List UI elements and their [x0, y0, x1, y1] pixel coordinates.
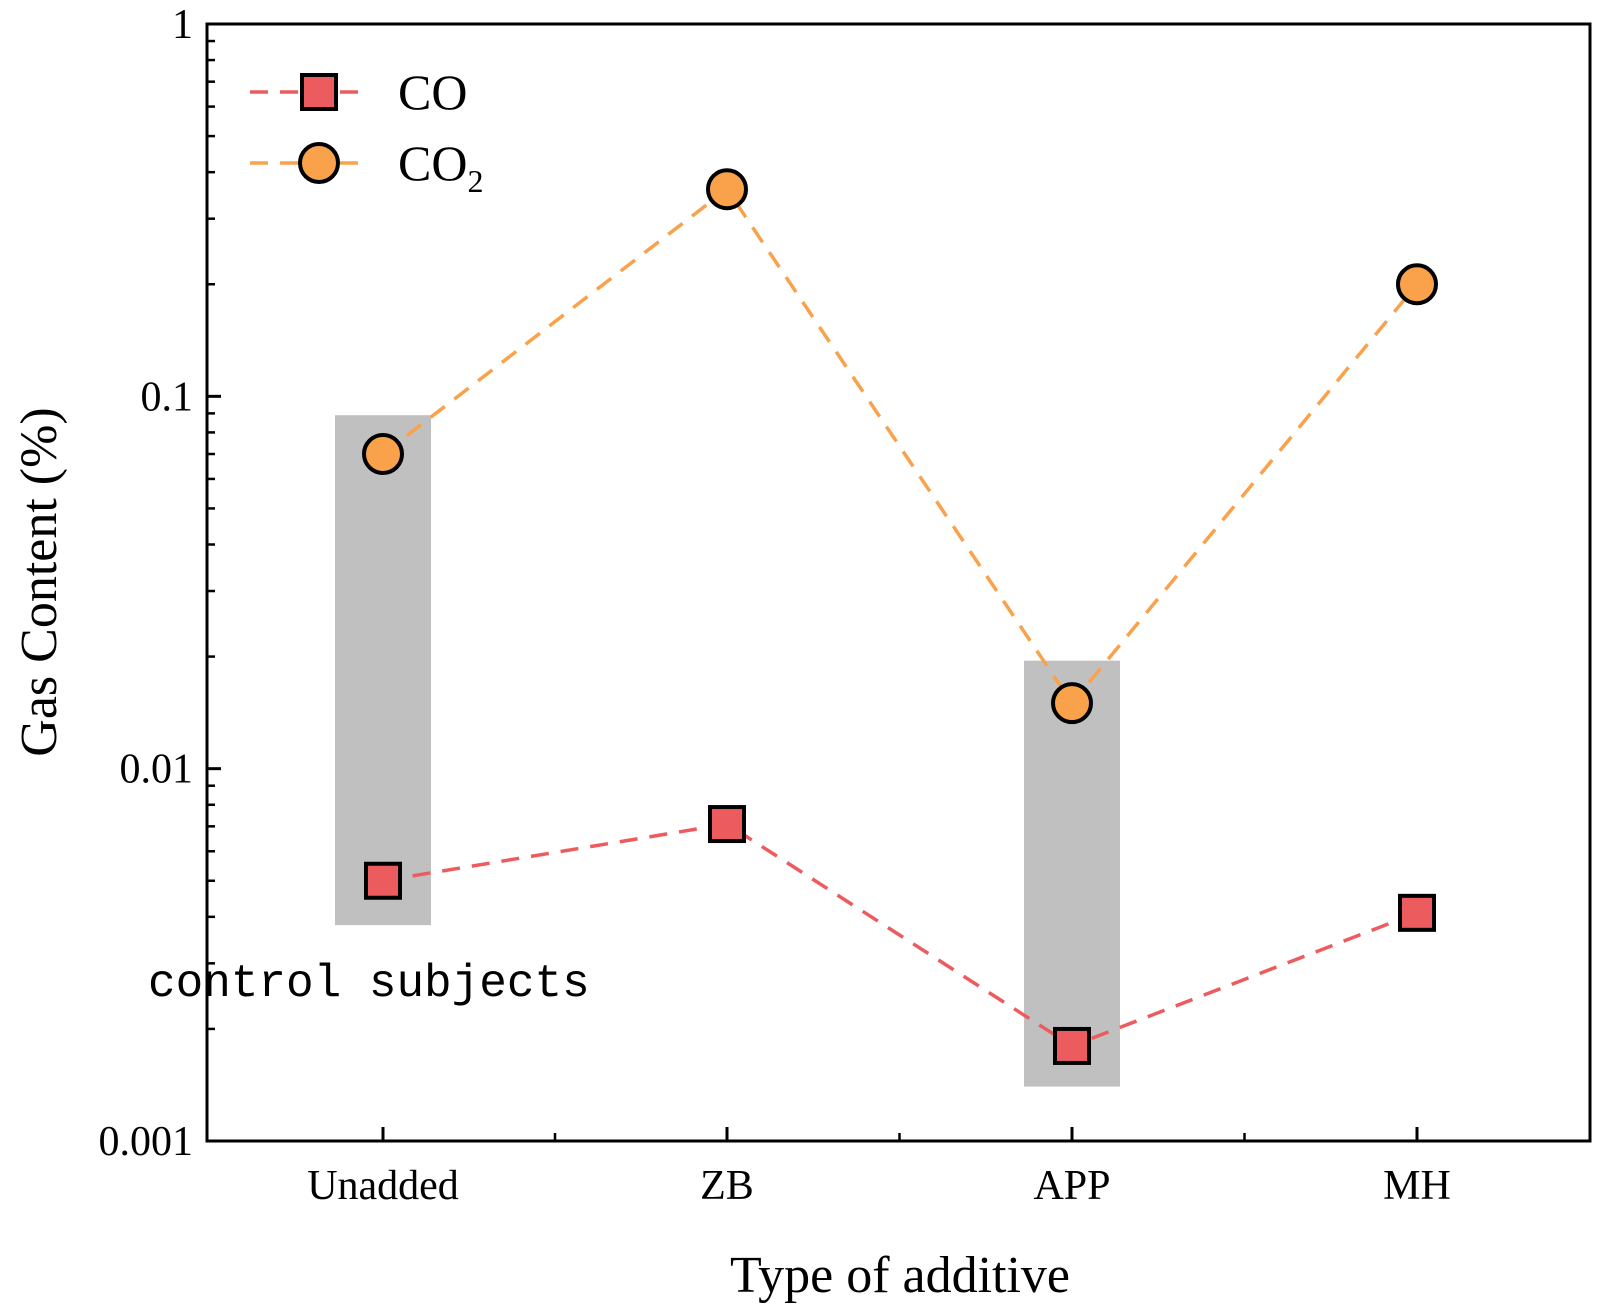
x-tick-label: MH — [1383, 1163, 1451, 1209]
x-axis-label: Type of additive — [730, 1247, 1070, 1304]
series-0-line — [382, 822, 1418, 1048]
legend-label-text: CO — [398, 64, 467, 120]
series-markers — [362, 168, 1438, 1065]
y-tick-label: 1 — [172, 2, 193, 48]
highlight-layer — [335, 415, 1120, 1087]
y-axis-label: Gas Content (%) — [11, 407, 68, 756]
y-tick-label: 0.01 — [120, 747, 194, 793]
series-1-point-mh — [1396, 263, 1438, 306]
series-0-point-mh — [1398, 893, 1436, 932]
legend-label-subscript: 2 — [467, 163, 483, 199]
series-1-line — [381, 186, 1419, 707]
series-0-point-zb — [708, 805, 746, 844]
series-1-point-unadded — [362, 433, 404, 476]
legend-label: CO — [398, 64, 467, 120]
series-1-point-zb — [706, 168, 748, 211]
series-0-point-app — [1053, 1026, 1091, 1065]
axis-ticks — [207, 22, 1419, 1143]
legend-item-1: CO2 — [250, 135, 483, 199]
highlight-band-app — [1024, 660, 1120, 1087]
legend-label-text: CO — [398, 135, 467, 191]
highlight-band-unadded — [335, 415, 431, 926]
x-tick-labels: Unadded ZB APP MH — [307, 1163, 1451, 1209]
series-lines — [381, 186, 1419, 1048]
x-tick-label: ZB — [700, 1163, 754, 1209]
x-tick-label: Unadded — [307, 1163, 459, 1209]
legend-item-0: CO — [250, 64, 467, 120]
annotation-control-subjects: control subjects — [148, 958, 590, 1010]
legend-marker-square — [300, 73, 338, 111]
series-0-point-unadded — [364, 861, 402, 900]
series-1-point-app — [1051, 682, 1093, 725]
legend-label: CO2 — [398, 135, 483, 199]
y-tick-labels: 0.001 0.01 0.1 1 — [99, 2, 194, 1165]
legend-marker-circle — [298, 142, 340, 184]
y-tick-label: 0.1 — [141, 374, 194, 420]
y-tick-label: 0.001 — [99, 1119, 194, 1165]
x-tick-label: APP — [1033, 1163, 1110, 1209]
